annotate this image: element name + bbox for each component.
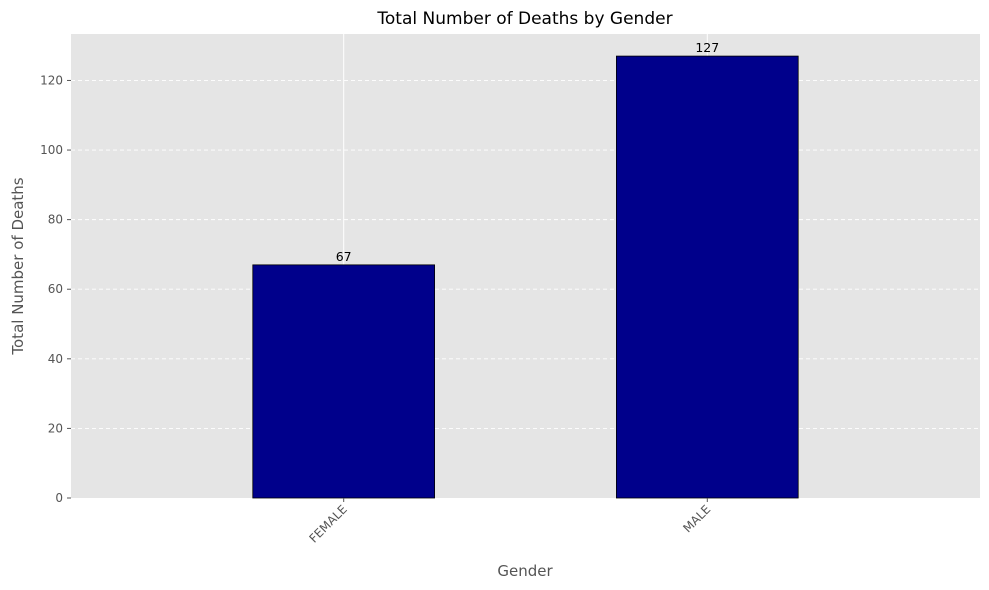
bars	[252, 55, 799, 499]
x-tick-label: MALE	[680, 502, 713, 535]
y-tick-label: 80	[48, 213, 63, 227]
y-axis-label: Total Number of Deaths	[9, 177, 27, 355]
y-tick-label: 20	[48, 421, 63, 435]
x-tick-label: FEMALE	[306, 502, 349, 545]
y-tick-label: 40	[48, 352, 63, 366]
y-tick-label: 100	[40, 143, 63, 157]
y-tick-label: 0	[55, 491, 63, 505]
y-axis-ticks: 0 20 40 60 80 100 120	[40, 73, 71, 505]
bar-female	[252, 264, 436, 499]
plot-background	[71, 34, 980, 498]
chart-title: Total Number of Deaths by Gender	[376, 9, 672, 29]
x-axis-ticks: FEMALE MALE	[306, 498, 713, 546]
bar-value-label: 67	[336, 249, 352, 264]
bar-value-label: 127	[695, 40, 719, 55]
y-tick-label: 120	[40, 73, 63, 87]
y-tick-label: 60	[48, 282, 63, 296]
data-labels: 67 127	[336, 40, 719, 264]
bar-male	[616, 55, 799, 499]
x-axis-label: Gender	[497, 562, 553, 580]
